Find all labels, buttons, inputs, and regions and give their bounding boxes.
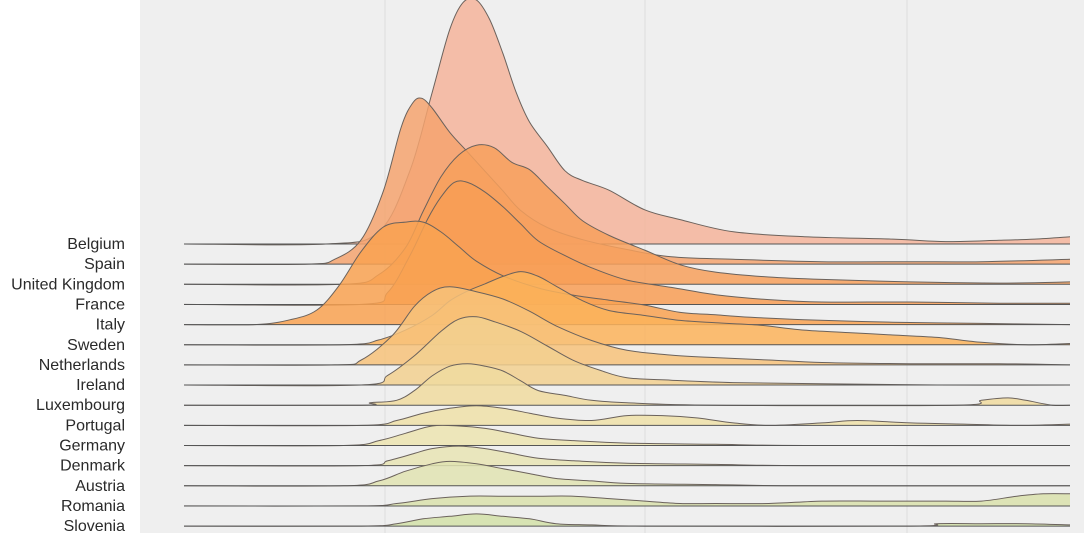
ridge-slovenia (183, 513, 1071, 527)
row-label-austria: Austria (75, 478, 125, 495)
row-label-romania: Romania (61, 498, 125, 515)
ridge-outline (183, 493, 1071, 507)
row-label-united-kingdom: United Kingdom (11, 276, 125, 293)
row-label-france: France (75, 296, 125, 313)
ridge-outline (183, 405, 1071, 427)
row-label-netherlands: Netherlands (39, 357, 125, 374)
row-label-luxembourg: Luxembourg (36, 397, 125, 414)
ridge-netherlands (183, 286, 1071, 366)
ridge-outline (183, 286, 1071, 366)
row-labels: Belgium Spain United Kingdom France Italy Swe… (11, 236, 126, 533)
ridge-area (184, 286, 1070, 366)
ridge-area (184, 425, 1070, 446)
ridge-denmark (183, 445, 1071, 467)
ridge-outline (183, 460, 1071, 487)
row-label-slovenia: Slovenia (64, 518, 125, 533)
ridge-germany (183, 424, 1071, 447)
ridge-area (184, 363, 1070, 406)
ridge-romania (183, 493, 1071, 507)
ridge-outline (183, 316, 1071, 387)
ridge-ireland (183, 316, 1071, 387)
ridge-area (184, 461, 1070, 487)
ridge-area (184, 271, 1070, 346)
row-label-denmark: Denmark (60, 458, 126, 475)
ridge-area (184, 221, 1070, 325)
ridge-area (184, 446, 1070, 466)
ridges (183, 0, 1071, 527)
ridge-outline (183, 513, 1071, 527)
ridge-outline (183, 445, 1071, 467)
ridge-portugal (183, 405, 1071, 427)
ridge-outline (183, 363, 1071, 407)
row-label-portugal: Portugal (65, 417, 125, 434)
row-label-sweden: Sweden (67, 337, 125, 354)
ridge-outline (183, 220, 1071, 326)
row-label-germany: Germany (59, 438, 125, 455)
row-label-ireland: Ireland (76, 377, 125, 394)
ridge-area (184, 513, 1070, 527)
ridge-austria (183, 460, 1071, 487)
row-label-spain: Spain (84, 256, 125, 273)
row-label-italy: Italy (96, 317, 125, 334)
row-label-belgium: Belgium (67, 236, 125, 253)
ridge-luxembourg (183, 363, 1071, 407)
ridge-area (184, 316, 1070, 386)
